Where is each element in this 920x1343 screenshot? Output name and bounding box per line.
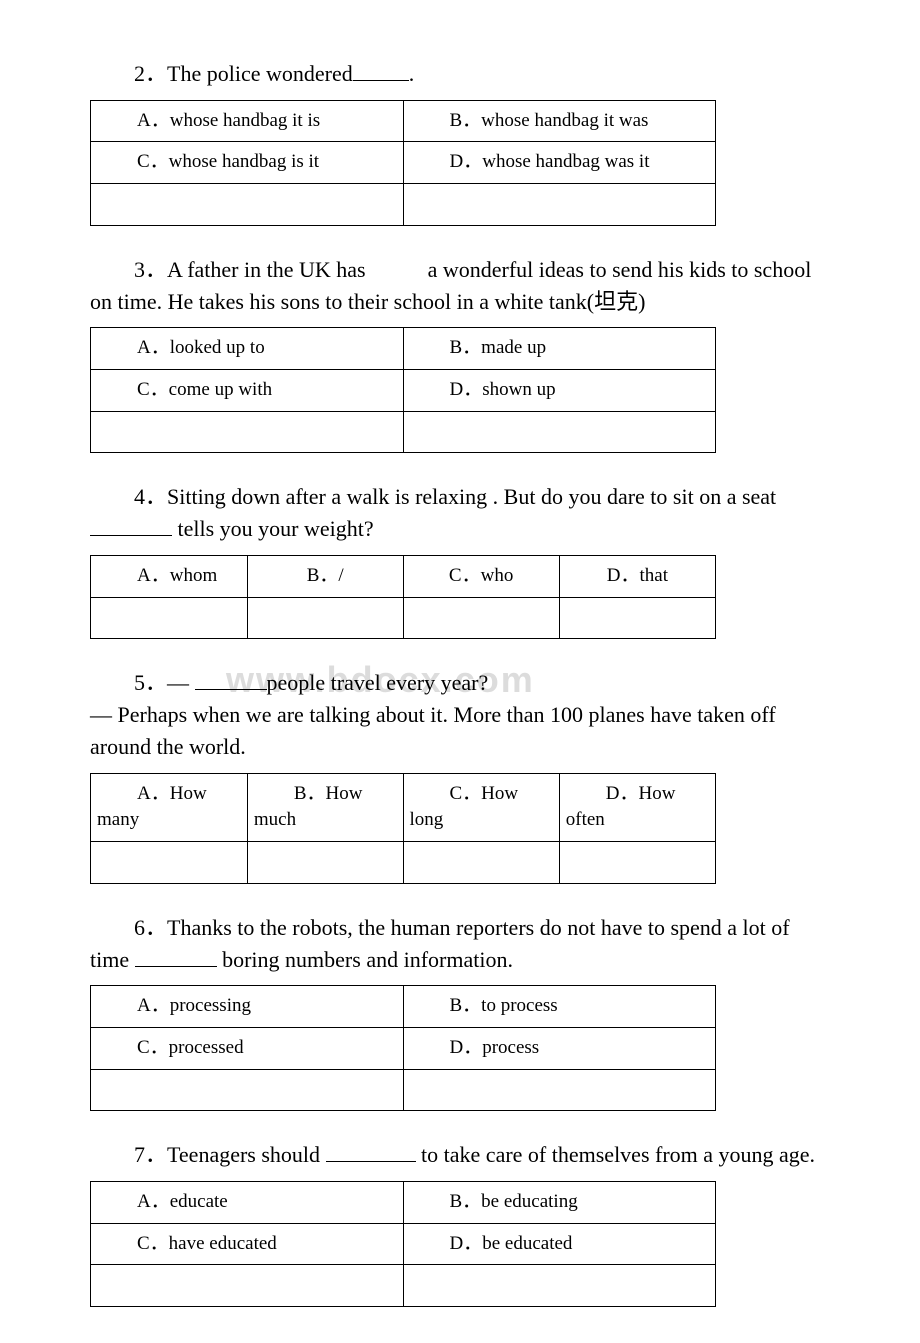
q7-number: 7 xyxy=(134,1142,145,1167)
q2-empty-2 xyxy=(403,184,716,226)
q6-stem-b: boring numbers and information. xyxy=(217,947,513,972)
q4-blank xyxy=(90,535,172,536)
q7-stem-b: to take care of themselves from a young … xyxy=(416,1142,816,1167)
q7-blank xyxy=(326,1161,416,1162)
q4-empty-1 xyxy=(91,597,248,639)
q2-opt-b: B．whose handbag it was xyxy=(403,100,716,142)
q4-stem-a: Sitting down after a walk is relaxing . … xyxy=(167,484,776,509)
q7-options-table: A．educate B．be educating C．have educated… xyxy=(90,1181,716,1307)
q2-blank xyxy=(353,80,409,81)
q5-options-table: A．How many B．How much C．How long D．How o… xyxy=(90,773,716,884)
q4-opt-c: C．who xyxy=(403,556,559,598)
q7-stem-a: Teenagers should xyxy=(167,1142,326,1167)
q7-opt-c: C．have educated xyxy=(91,1223,404,1265)
q5-empty-4 xyxy=(559,842,715,884)
q3-number: 3 xyxy=(134,257,145,282)
q3-stem-a: A father in the UK has xyxy=(167,257,366,282)
question-5: www.bdocx.com 5．— people travel every ye… xyxy=(90,667,830,763)
q6-blank xyxy=(135,966,217,967)
q2-opt-d: D．whose handbag was it xyxy=(403,142,716,184)
q4-stem-b: tells you your weight? xyxy=(172,516,374,541)
q6-opt-c: C．processed xyxy=(91,1028,404,1070)
question-4: 4．Sitting down after a walk is relaxing … xyxy=(90,481,830,545)
q7-empty-1 xyxy=(91,1265,404,1307)
q4-empty-4 xyxy=(559,597,715,639)
q4-empty-2 xyxy=(247,597,403,639)
q5-opt-d: D．How often xyxy=(559,773,715,841)
q4-number: 4 xyxy=(134,484,145,509)
q2-options-table: A．whose handbag it is B．whose handbag it… xyxy=(90,100,716,226)
q2-opt-a: A．whose handbag it is xyxy=(91,100,404,142)
q5-stem-a: — xyxy=(167,670,195,695)
q5-empty-2 xyxy=(247,842,403,884)
q5-opt-a: A．How many xyxy=(91,773,248,841)
q6-number: 6 xyxy=(134,915,145,940)
question-6: 6．Thanks to the robots, the human report… xyxy=(90,912,830,976)
q6-empty-2 xyxy=(403,1069,716,1111)
q3-options-table: A．looked up to B．made up C．come up with … xyxy=(90,327,716,453)
q5-number: 5 xyxy=(134,670,145,695)
q2-trailing: . xyxy=(409,61,415,86)
q4-options-table: A．whom B．/ C．who D．that xyxy=(90,555,716,639)
q5-continuation: — Perhaps when we are talking about it. … xyxy=(90,699,830,763)
q5-stem-b: people travel every year? xyxy=(267,670,489,695)
q2-empty-1 xyxy=(91,184,404,226)
question-3-text: 3．A father in the UK hasa wonderful idea… xyxy=(90,254,830,318)
q3-opt-c: C．come up with xyxy=(91,370,404,412)
q2-stem: The police wondered xyxy=(167,61,353,86)
q3-opt-b: B．made up xyxy=(403,328,716,370)
q3-opt-d: D．shown up xyxy=(403,370,716,412)
question-5-text: 5．— people travel every year? xyxy=(90,667,830,699)
q4-opt-d: D．that xyxy=(559,556,715,598)
q5-empty-1 xyxy=(91,842,248,884)
question-6-text: 6．Thanks to the robots, the human report… xyxy=(90,912,830,976)
question-4-text: 4．Sitting down after a walk is relaxing … xyxy=(90,481,830,545)
q3-opt-a: A．looked up to xyxy=(91,328,404,370)
q6-opt-b: B．to process xyxy=(403,986,716,1028)
q6-options-table: A．processing B．to process C．processed D．… xyxy=(90,985,716,1111)
q5-empty-3 xyxy=(403,842,559,884)
q3-empty-1 xyxy=(91,411,404,453)
q4-empty-3 xyxy=(403,597,559,639)
q4-opt-a: A．whom xyxy=(91,556,248,598)
question-7-text: 7．Teenagers should to take care of thems… xyxy=(90,1139,830,1171)
q2-number: 2 xyxy=(134,61,145,86)
q6-opt-d: D．process xyxy=(403,1028,716,1070)
q7-opt-a: A．educate xyxy=(91,1182,404,1224)
q4-opt-b: B．/ xyxy=(247,556,403,598)
q7-opt-b: B．be educating xyxy=(403,1182,716,1224)
question-7: 7．Teenagers should to take care of thems… xyxy=(90,1139,830,1171)
question-2: 2．The police wondered. xyxy=(90,58,830,90)
q5-blank xyxy=(195,689,267,690)
question-3: 3．A father in the UK hasa wonderful idea… xyxy=(90,254,830,318)
q6-empty-1 xyxy=(91,1069,404,1111)
q5-opt-b: B．How much xyxy=(247,773,403,841)
q3-empty-2 xyxy=(403,411,716,453)
q2-opt-c: C．whose handbag is it xyxy=(91,142,404,184)
q5-opt-c: C．How long xyxy=(403,773,559,841)
question-2-text: 2．The police wondered. xyxy=(90,58,830,90)
q6-opt-a: A．processing xyxy=(91,986,404,1028)
q7-empty-2 xyxy=(403,1265,716,1307)
q7-opt-d: D．be educated xyxy=(403,1223,716,1265)
